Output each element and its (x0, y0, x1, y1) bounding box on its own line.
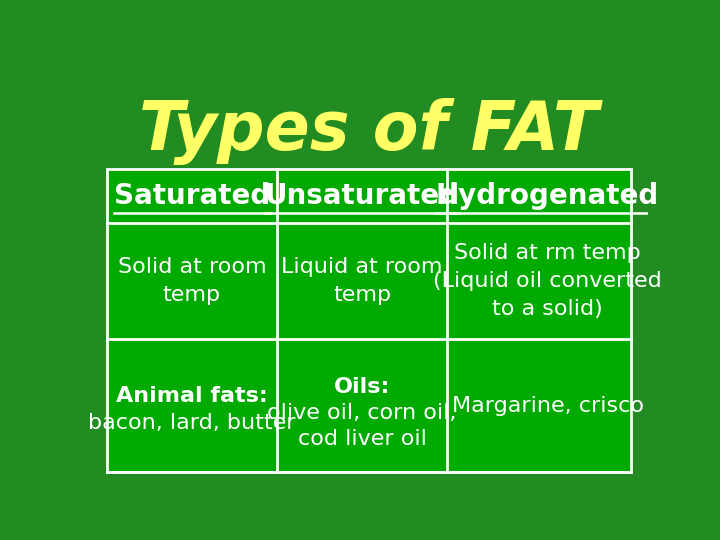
FancyBboxPatch shape (107, 168, 631, 472)
Text: Liquid at room
temp: Liquid at room temp (282, 257, 443, 305)
Text: Solid at room
temp: Solid at room temp (117, 257, 266, 305)
Text: olive oil, corn oil,: olive oil, corn oil, (267, 403, 456, 423)
Text: Solid at rm temp
(Liquid oil converted
to a solid): Solid at rm temp (Liquid oil converted t… (433, 243, 662, 319)
Text: Saturated: Saturated (114, 182, 270, 210)
Text: Types of FAT: Types of FAT (139, 98, 599, 165)
Text: Animal fats:: Animal fats: (116, 387, 268, 407)
Text: cod liver oil: cod liver oil (297, 429, 426, 449)
Text: Margarine, crisco: Margarine, crisco (451, 396, 644, 416)
Text: bacon, lard, butter: bacon, lard, butter (88, 413, 296, 433)
Text: Unsaturated: Unsaturated (264, 182, 459, 210)
Text: Hydrogenated: Hydrogenated (436, 182, 660, 210)
Text: Oils:: Oils: (334, 377, 390, 397)
